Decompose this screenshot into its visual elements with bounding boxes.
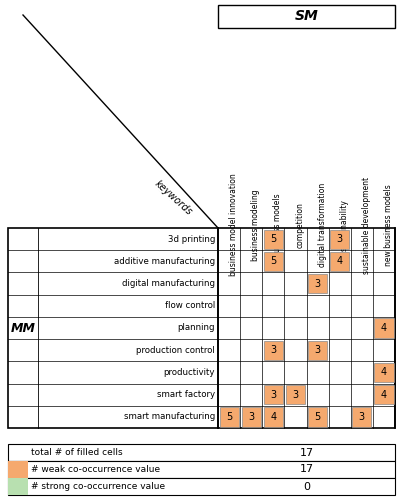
Text: business modeling: business modeling — [251, 189, 260, 261]
Text: 3: 3 — [314, 278, 321, 288]
Bar — [330, 252, 349, 271]
Text: 3: 3 — [292, 390, 298, 400]
Bar — [308, 408, 327, 426]
Bar — [374, 363, 394, 382]
Text: 3: 3 — [270, 390, 276, 400]
Bar — [218, 5, 395, 28]
Text: SM: SM — [295, 10, 318, 24]
Bar — [8, 461, 395, 478]
Bar — [286, 385, 305, 404]
Text: # weak co-occurrence value: # weak co-occurrence value — [31, 465, 160, 474]
Text: productivity: productivity — [164, 368, 215, 377]
Bar — [264, 385, 283, 404]
Text: production control: production control — [136, 346, 215, 354]
Text: 5: 5 — [270, 234, 276, 244]
Text: 3: 3 — [270, 345, 276, 355]
Text: flow control: flow control — [165, 302, 215, 310]
Bar — [308, 340, 327, 360]
Bar — [8, 478, 395, 495]
Text: 4: 4 — [337, 256, 343, 266]
Text: smart manufacturing: smart manufacturing — [124, 412, 215, 422]
Bar — [8, 461, 28, 478]
Bar — [374, 318, 394, 338]
Text: sustainable development: sustainable development — [362, 176, 371, 274]
Bar — [8, 228, 395, 428]
Bar — [308, 274, 327, 293]
Bar — [8, 478, 28, 495]
Text: 3: 3 — [314, 345, 321, 355]
Text: 5: 5 — [226, 412, 232, 422]
Bar — [264, 408, 283, 426]
Bar — [8, 444, 395, 461]
Text: 3: 3 — [337, 234, 343, 244]
Text: 17: 17 — [300, 464, 314, 474]
Text: digital transformation: digital transformation — [318, 183, 326, 267]
Text: new business models: new business models — [384, 184, 393, 266]
Text: 17: 17 — [300, 448, 314, 458]
Text: 4: 4 — [270, 412, 276, 422]
Text: smart factory: smart factory — [157, 390, 215, 399]
Text: total # of filled cells: total # of filled cells — [31, 448, 123, 457]
Text: 5: 5 — [270, 256, 276, 266]
Text: 0: 0 — [303, 482, 310, 492]
Bar — [264, 340, 283, 360]
Bar — [330, 230, 349, 248]
Text: 5: 5 — [314, 412, 321, 422]
Text: 3: 3 — [359, 412, 365, 422]
Text: 4: 4 — [381, 390, 387, 400]
Text: keywords: keywords — [152, 178, 194, 218]
Text: business model innovation: business model innovation — [229, 174, 238, 277]
Text: 3: 3 — [248, 412, 254, 422]
Bar — [220, 408, 239, 426]
Text: planning: planning — [178, 324, 215, 332]
Text: business models: business models — [273, 193, 282, 257]
Text: 3d printing: 3d printing — [168, 234, 215, 244]
Text: MM: MM — [10, 322, 36, 334]
Bar — [352, 408, 371, 426]
Bar — [264, 230, 283, 248]
Text: competition: competition — [296, 202, 304, 248]
Text: # strong co-occurrence value: # strong co-occurrence value — [31, 482, 165, 491]
Bar — [374, 385, 394, 404]
Text: digital manufacturing: digital manufacturing — [122, 279, 215, 288]
Text: additive manufacturing: additive manufacturing — [114, 257, 215, 266]
Bar — [264, 252, 283, 271]
Text: 4: 4 — [381, 323, 387, 333]
Text: 4: 4 — [381, 368, 387, 378]
Bar — [242, 408, 261, 426]
Text: sustainability: sustainability — [340, 199, 349, 251]
